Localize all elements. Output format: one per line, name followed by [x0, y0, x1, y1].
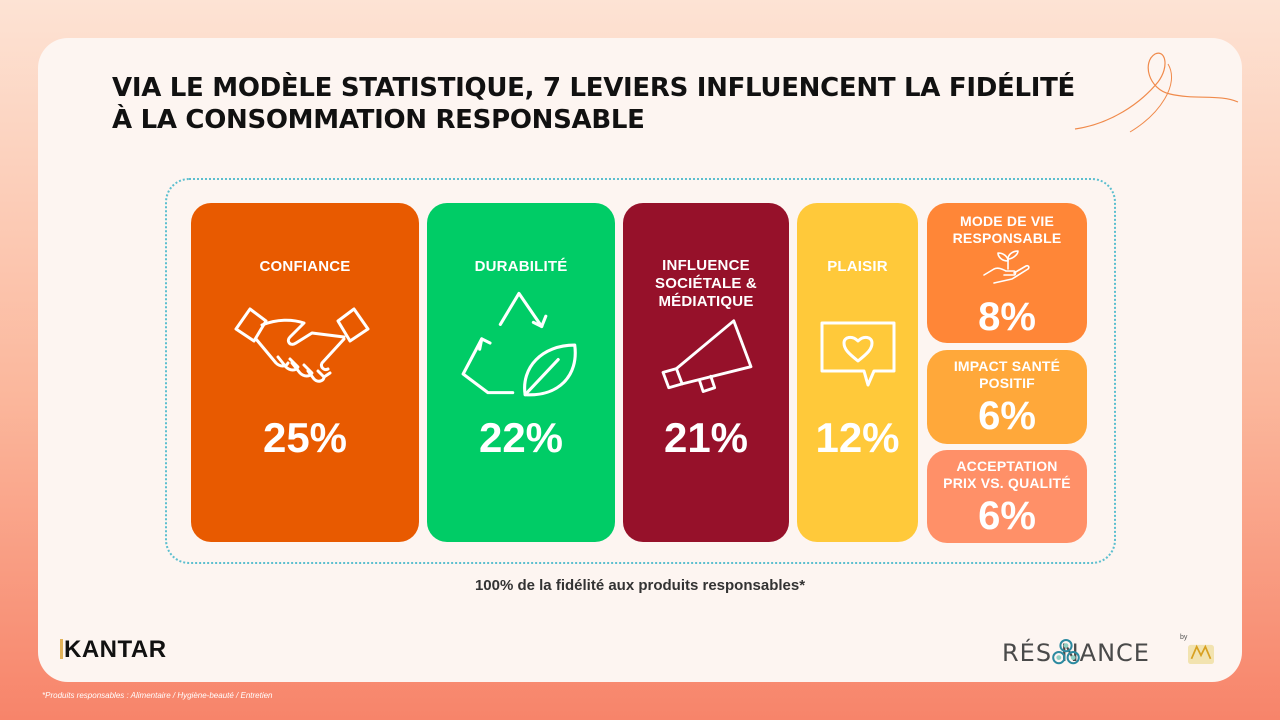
kantar-logo-text: KANTAR [64, 636, 167, 663]
lever-tile-acceptation-prix: ACCEPTATION PRIX VS. QUALITÉ 6% [927, 450, 1087, 543]
lever-label-line: INFLUENCE [662, 257, 750, 274]
page-title: VIA LE MODÈLE STATISTIQUE, 7 LEVIERS INF… [112, 72, 1112, 136]
kantar-logo: KANTAR [60, 636, 167, 664]
megaphone-icon [661, 319, 753, 393]
title-line-2: À LA CONSOMMATION RESPONSABLE [112, 105, 645, 135]
lever-label: MODE DE VIE RESPONSABLE [927, 213, 1087, 247]
hand-plant-icon [983, 250, 1030, 284]
lever-tile-mode-de-vie: MODE DE VIE RESPONSABLE 8% [927, 203, 1087, 343]
lever-value: 25% [262, 414, 348, 461]
decorative-swirl-icon [1074, 52, 1239, 133]
chart-caption: 100% de la fidélité aux produits respons… [474, 577, 806, 594]
lever-tile-influence: INFLUENCE SOCIÉTALE & MÉDIATIQUE 21% [623, 203, 789, 542]
lever-value: 21% [663, 414, 749, 461]
lever-value: 22% [478, 414, 564, 461]
lever-tile-confiance: CONFIANCE 25% [191, 203, 419, 542]
lever-label-line: SOCIÉTALE & [655, 275, 757, 292]
lever-label-line: RESPONSABLE [952, 230, 1062, 246]
recycle-leaf-icon [461, 291, 577, 397]
lever-value: 6% [978, 394, 1036, 438]
kantar-logo-bar [60, 639, 63, 659]
levers-frame [165, 178, 1116, 564]
lever-tile-durabilite: DURABILITÉ 22% [427, 203, 615, 542]
lever-label-line: MÉDIATIQUE [658, 293, 754, 310]
lever-label: CONFIANCE [259, 258, 351, 275]
resonance-emblem-icon [1052, 639, 1080, 665]
handshake-icon [234, 307, 370, 383]
lever-label-line: MODE DE VIE [960, 213, 1054, 229]
lever-label-line: ACCEPTATION [956, 458, 1058, 474]
lever-label-line: POSITIF [979, 375, 1035, 391]
heart-bubble-icon [820, 321, 896, 387]
lever-label: PLAISIR [827, 258, 888, 275]
partner-logo-icon [1188, 644, 1214, 664]
title-line-1: VIA LE MODÈLE STATISTIQUE, 7 LEVIERS INF… [112, 73, 1075, 103]
lever-tile-plaisir: PLAISIR 12% [797, 203, 918, 542]
lever-value: 12% [815, 414, 900, 461]
resonance-logo: RÉS NANCE by [1000, 632, 1220, 672]
lever-value: 8% [978, 295, 1036, 339]
lever-label-line: PRIX VS. QUALITÉ [943, 475, 1071, 491]
lever-label-line: IMPACT SANTÉ [953, 358, 1061, 374]
lever-tile-impact-sante: IMPACT SANTÉ POSITIF 6% [927, 350, 1087, 444]
footnote: *Produits responsables : Alimentaire / H… [42, 691, 273, 700]
lever-label: DURABILITÉ [474, 258, 568, 275]
lever-label: ACCEPTATION PRIX VS. QUALITÉ [927, 458, 1087, 492]
lever-value: 6% [978, 494, 1036, 538]
lever-label: INFLUENCE SOCIÉTALE & MÉDIATIQUE [623, 257, 789, 311]
resonance-by-text: by [1180, 634, 1188, 641]
lever-label: IMPACT SANTÉ POSITIF [927, 358, 1087, 392]
